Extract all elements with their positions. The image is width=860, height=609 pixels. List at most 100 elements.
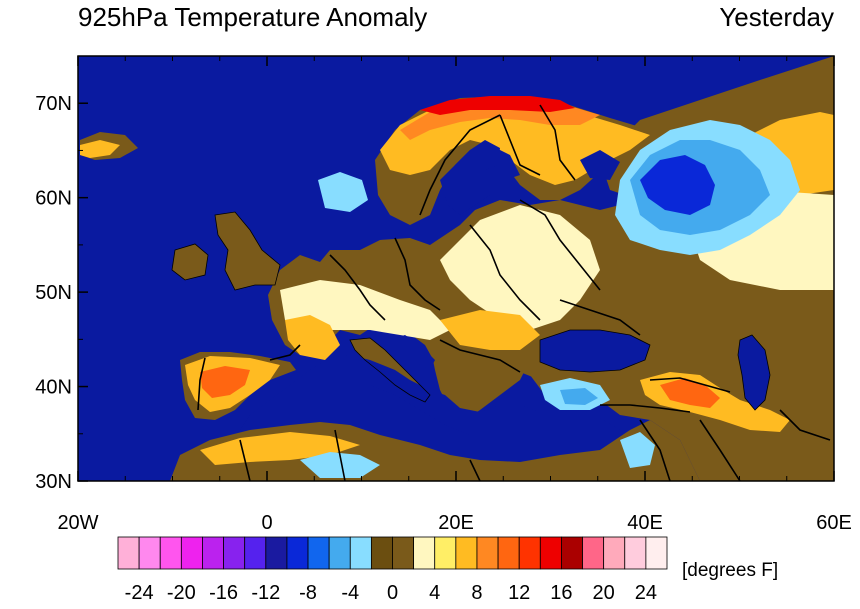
colorbar-tick-label: 8 bbox=[471, 582, 482, 604]
colorbar-tick-label: -4 bbox=[341, 582, 359, 604]
lat-tick-label: 70N bbox=[35, 93, 72, 115]
colorbar-tick-label: -24 bbox=[125, 582, 154, 604]
colorbar-swatch bbox=[349, 536, 372, 570]
colorbar-tick-label: 12 bbox=[508, 582, 530, 604]
coast-italy bbox=[349, 337, 431, 403]
colorbar-swatch bbox=[476, 536, 499, 570]
anomaly-minus2-levant bbox=[620, 432, 655, 468]
colorbar-swatch bbox=[117, 536, 140, 570]
map-plot-area bbox=[78, 56, 834, 481]
land-ireland bbox=[172, 244, 208, 280]
colorbar-swatch bbox=[561, 536, 583, 570]
colorbar-swatch bbox=[223, 536, 246, 570]
colorbar-swatch bbox=[539, 536, 562, 570]
anomaly-minus6-turkey-west bbox=[560, 388, 598, 405]
colorbar-swatch bbox=[582, 536, 605, 570]
border-finland-russia bbox=[539, 104, 576, 181]
sea-baltic bbox=[440, 145, 520, 215]
anomaly-plus6-iceland bbox=[80, 140, 120, 158]
lon-tick-label: 40E bbox=[627, 512, 663, 534]
colorbar-swatch bbox=[202, 536, 224, 570]
sea-white bbox=[580, 150, 620, 180]
colorbar-swatch bbox=[645, 536, 668, 570]
inland-seas bbox=[240, 140, 770, 442]
coast-ireland bbox=[171, 243, 209, 281]
coastlines bbox=[171, 211, 771, 411]
sea-gulf-of-bothnia bbox=[470, 140, 500, 170]
colorbar-swatch bbox=[138, 536, 161, 570]
border-middle-east bbox=[639, 419, 671, 481]
border-sweden-finland bbox=[499, 114, 541, 176]
colorbar-swatch bbox=[180, 536, 203, 570]
colorbar: -24 -20 -16 -12 -8 -4 0 4 8 12 16 20 24 bbox=[117, 536, 668, 604]
border-iran-interior bbox=[779, 409, 831, 441]
colorbar-swatch bbox=[159, 536, 182, 570]
map-title: 925hPa Temperature Anomaly bbox=[78, 2, 428, 32]
colorbar-swatch bbox=[307, 536, 330, 570]
lat-tick-label: 60N bbox=[35, 188, 72, 210]
colorbar-tick-label: 20 bbox=[593, 582, 615, 604]
period-label: Yesterday bbox=[719, 2, 834, 32]
anomaly-minus10-urals bbox=[640, 155, 715, 215]
colorbar-tick-label: 24 bbox=[635, 582, 657, 604]
lon-tick-label: 60E bbox=[816, 512, 852, 534]
colorbar-tick-label: -20 bbox=[167, 582, 196, 604]
border-central-europe-west bbox=[329, 254, 386, 321]
colorbar-tick-label: 4 bbox=[429, 582, 440, 604]
colorbar-tick-label: 16 bbox=[550, 582, 572, 604]
anomaly-plus6-france-south bbox=[285, 315, 340, 360]
border-ukraine-russia bbox=[559, 299, 641, 336]
border-algeria-tunisia bbox=[334, 429, 346, 481]
colorbar-swatch bbox=[392, 536, 415, 570]
colorbar-swatch bbox=[455, 536, 478, 570]
border-spain-france bbox=[269, 344, 301, 361]
sea-mediterranean bbox=[240, 355, 620, 442]
border-caucasus bbox=[649, 377, 731, 393]
lat-tick-label: 30N bbox=[35, 471, 72, 493]
border-libya-egypt bbox=[469, 459, 481, 481]
sea-black bbox=[540, 330, 650, 372]
land-great-britain bbox=[215, 212, 280, 290]
anomaly-plus12-iberia bbox=[200, 366, 250, 398]
border-nordic-interior bbox=[419, 114, 501, 216]
lon-tick-label: 20E bbox=[438, 512, 474, 534]
anomaly-plus16-north-cape bbox=[420, 96, 575, 115]
colorbar-swatch bbox=[286, 536, 309, 570]
border-turkey-syria bbox=[600, 404, 691, 413]
coast-black-sea bbox=[539, 329, 651, 373]
lon-tick-label: 20W bbox=[57, 512, 98, 534]
sea-caspian bbox=[738, 335, 770, 410]
colorbar-swatch bbox=[603, 536, 626, 570]
colorbar-swatch bbox=[370, 536, 393, 570]
colorbar-tick-label: 0 bbox=[387, 582, 398, 604]
anomaly-plus6-balkans bbox=[440, 310, 540, 350]
lat-tick-label: 40N bbox=[35, 377, 72, 399]
country-borders bbox=[197, 104, 831, 481]
lon-tick-label: 0 bbox=[261, 512, 272, 534]
colorbar-swatch bbox=[265, 536, 288, 570]
colorbar-swatch bbox=[413, 536, 436, 570]
colorbar-swatch bbox=[328, 536, 351, 570]
latitude-axis: 70N 60N 50N 40N 30N bbox=[35, 93, 88, 493]
anomaly-minus2-north-africa-east bbox=[300, 452, 380, 478]
colorbar-swatch bbox=[244, 536, 267, 570]
border-central-europe-east bbox=[394, 237, 441, 311]
sea-adriatic bbox=[390, 335, 435, 370]
lat-tick-label: 50N bbox=[35, 282, 72, 304]
anomaly-minus2-western-norway bbox=[318, 172, 368, 212]
colorbar-units: [degrees F] bbox=[682, 560, 779, 581]
border-belarus-russia bbox=[519, 199, 601, 291]
colorbar-tick-label: -12 bbox=[251, 582, 280, 604]
border-north-africa bbox=[239, 439, 251, 481]
border-iraq-iran bbox=[699, 419, 741, 481]
coast-great-britain bbox=[214, 211, 281, 291]
border-poland-ukraine bbox=[469, 224, 541, 321]
colorbar-swatch bbox=[518, 536, 541, 570]
colorbar-swatch bbox=[624, 536, 647, 570]
colorbar-swatch bbox=[434, 536, 457, 570]
anomaly-contours bbox=[80, 96, 834, 478]
land-balkans-greece bbox=[430, 340, 530, 420]
colorbar-swatch bbox=[497, 536, 520, 570]
longitude-axis: 20W 0 20E 40E 60E bbox=[57, 56, 852, 534]
